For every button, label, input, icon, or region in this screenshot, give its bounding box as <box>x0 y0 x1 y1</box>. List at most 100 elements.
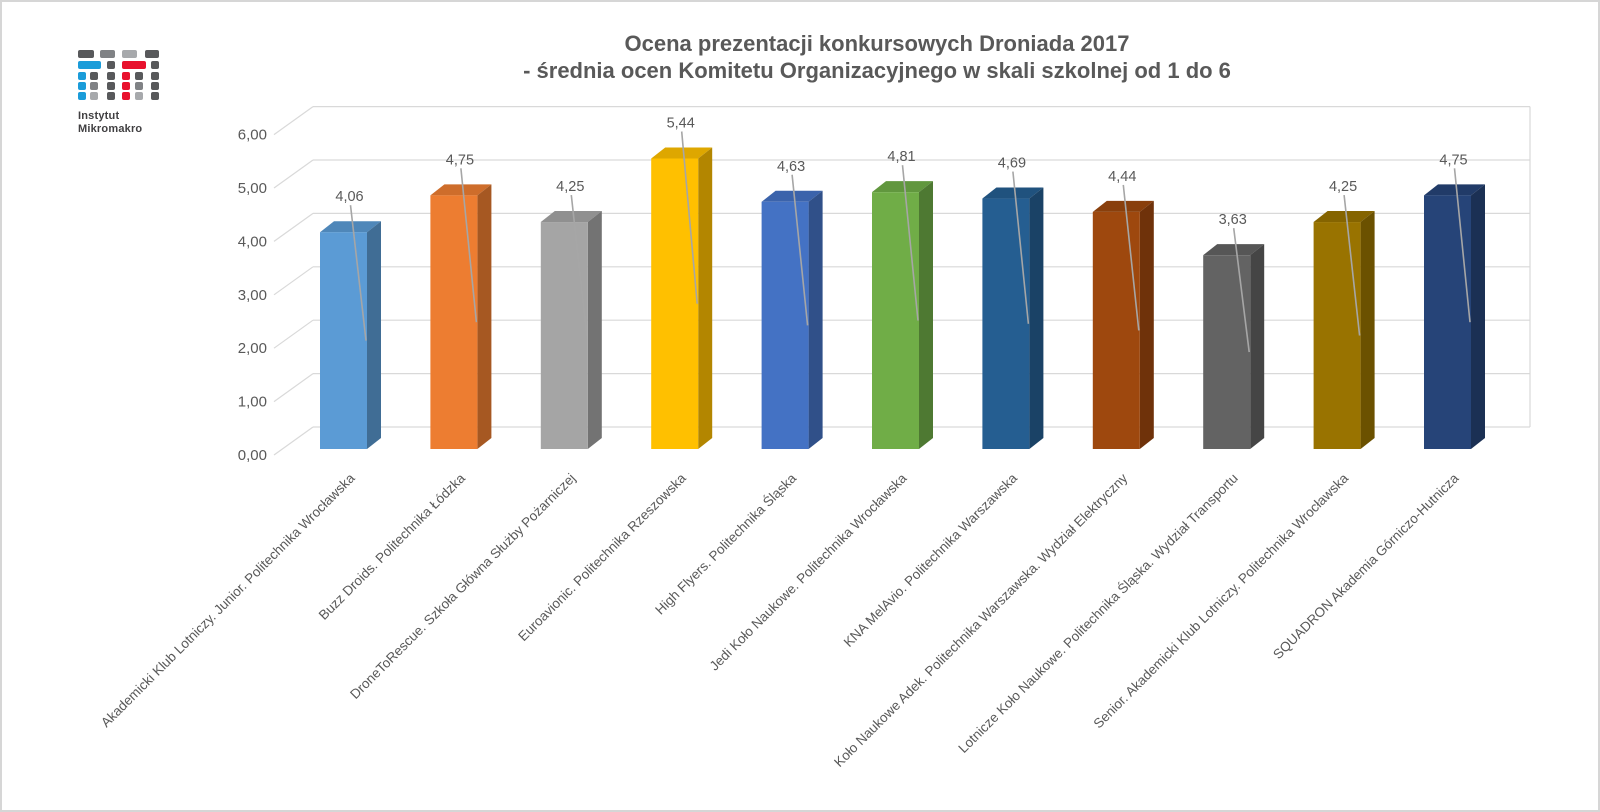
logo-cell <box>107 92 115 100</box>
logo-text-line2: Mikromakro <box>78 123 143 135</box>
bar-side-face <box>808 190 823 449</box>
gridline-diagonal <box>273 106 314 136</box>
x-axis-category-label: DroneToRescue. Szkoła Główna Służby Poża… <box>347 471 578 702</box>
y-axis-tick-label: 5,00 <box>238 180 267 197</box>
y-axis-tick-label: 4,00 <box>238 233 267 250</box>
bar-value-label: 4,06 <box>335 189 363 205</box>
logo-cell <box>151 82 159 90</box>
logo-cell <box>145 50 159 58</box>
logo-cell <box>135 72 143 80</box>
y-axis-tick-label: 0,00 <box>238 447 267 464</box>
y-axis-tick-label: 6,00 <box>238 127 267 144</box>
data-label-leader-line <box>460 168 478 323</box>
bar-side-face <box>1471 184 1485 449</box>
logo-cell <box>90 92 98 100</box>
data-label-leader-line <box>1122 184 1140 331</box>
bar-side-face <box>698 147 713 449</box>
data-label-leader-line <box>1453 168 1471 323</box>
logo-cell <box>78 82 86 90</box>
data-label-leader-line <box>570 194 588 336</box>
logo-mark-icon <box>78 48 168 104</box>
x-axis-category-label: Akademicki Klub Lotniczy. Junior. Polite… <box>98 470 358 730</box>
logo-cell <box>107 82 115 90</box>
bar-value-label: 4,69 <box>998 156 1026 172</box>
bar <box>651 158 699 449</box>
bar-top-face <box>1313 211 1375 223</box>
bar-side-face <box>1250 244 1265 449</box>
logo-cell <box>122 92 130 100</box>
bar-top-face <box>761 190 823 202</box>
logo-cell <box>107 61 115 69</box>
data-label-leader-line <box>1012 171 1030 324</box>
bar <box>430 195 478 449</box>
bar-value-label: 4,75 <box>1439 152 1467 168</box>
logo-cell <box>122 82 130 90</box>
bar <box>1092 211 1140 449</box>
logo-cell <box>151 61 159 69</box>
logo-cell <box>122 72 130 80</box>
logo-cell <box>100 50 115 58</box>
bar-value-label: 4,44 <box>1108 169 1136 185</box>
data-label-leader-line <box>791 174 809 326</box>
bar-value-label: 4,25 <box>556 179 584 195</box>
data-label-leader-line <box>901 165 919 321</box>
bar <box>1313 222 1361 449</box>
logo-cell <box>135 92 143 100</box>
logo-cell <box>90 82 98 90</box>
bar-value-label: 4,81 <box>887 149 915 165</box>
bar-value-label: 4,75 <box>446 152 474 168</box>
logo-text: Instytut Mikromakro <box>78 110 168 136</box>
x-axis-category-label: KNA MelAvio. Politechnika Warszawska <box>841 470 1021 650</box>
logo-cell <box>78 72 86 80</box>
bar-value-label: 4,25 <box>1329 179 1357 195</box>
bar-side-face <box>1029 187 1044 449</box>
bar-top-face <box>320 221 381 233</box>
bar <box>982 198 1030 449</box>
bar <box>1424 195 1471 449</box>
x-axis-category-label: SQUADRON Akademia Górniczo-Hutnicza <box>1270 470 1462 662</box>
bar <box>761 201 809 449</box>
bar <box>872 192 919 449</box>
bar-top-face <box>1092 200 1154 212</box>
bar-side-face <box>367 221 381 449</box>
bar-side-face <box>919 181 933 449</box>
gridline-diagonal <box>273 373 314 403</box>
logo-cell <box>107 72 115 80</box>
logo-cell <box>151 92 159 100</box>
logo-cell <box>122 50 137 58</box>
bar <box>320 232 367 449</box>
data-label-leader-line <box>680 131 698 304</box>
bar-top-face <box>872 181 933 193</box>
x-axis-category-label: Jedi Koło Naukowe. Politechnika Wrocławs… <box>707 470 910 673</box>
gridline-diagonal <box>273 426 314 456</box>
bar <box>540 222 588 449</box>
logo-text-line1: Instytut <box>78 110 120 122</box>
bar-side-face <box>1139 200 1154 449</box>
bar-value-label: 4,63 <box>777 159 805 175</box>
bar-value-label: 3,63 <box>1219 212 1247 228</box>
chart-title-line2: - średnia ocen Komitetu Organizacyjnego … <box>523 58 1231 83</box>
logo-cell <box>151 72 159 80</box>
bar-value-label: 5,44 <box>667 116 695 132</box>
data-label-leader-line <box>1343 194 1361 336</box>
bar-side-face <box>587 211 602 449</box>
logo-cell <box>90 72 98 80</box>
bar <box>1203 255 1251 449</box>
bar-side-face <box>477 184 492 449</box>
logo-cell <box>122 61 146 69</box>
bar-top-face <box>430 184 492 196</box>
bar-top-face <box>982 187 1044 199</box>
logo-cell <box>135 82 143 90</box>
chart-title-line1: Ocena prezentacji konkursowych Droniada … <box>624 31 1130 56</box>
logo-cell <box>78 50 94 58</box>
bar-top-face <box>651 147 713 159</box>
chart-title: Ocena prezentacji konkursowych Droniada … <box>252 30 1502 84</box>
gridline-diagonal <box>273 319 314 349</box>
y-axis-tick-label: 1,00 <box>238 394 267 411</box>
logo-cell <box>78 92 86 100</box>
x-axis-category-label: Senior. Akademicki Klub Lotniczy. Polite… <box>1091 470 1352 731</box>
gridline-diagonal <box>273 212 314 242</box>
gridline-diagonal <box>273 266 314 296</box>
